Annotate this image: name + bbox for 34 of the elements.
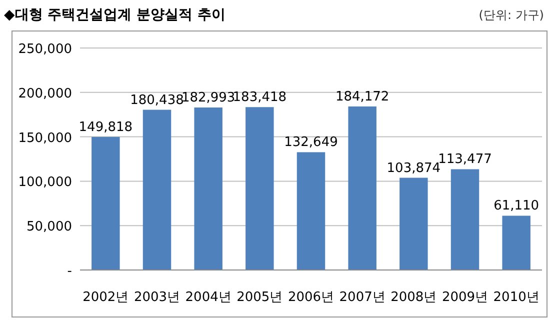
- chart-title: ◆대형 주택건설업계 분양실적 추이: [4, 7, 226, 23]
- bar: [450, 169, 480, 270]
- y-tick-label: 100,000: [18, 175, 72, 190]
- bar: [194, 108, 222, 270]
- y-tick-label: 150,000: [18, 130, 72, 146]
- data-label: 132,649: [284, 135, 338, 150]
- data-label: 61,110: [494, 198, 540, 214]
- x-tick-label: 2006년: [288, 290, 334, 305]
- data-label: 149,818: [78, 120, 133, 135]
- data-label: 180,438: [130, 92, 184, 108]
- x-tick-label: 2009년: [442, 290, 488, 305]
- data-label: 184,172: [335, 89, 390, 104]
- data-label: 103,874: [386, 160, 441, 176]
- x-tick-label: 2004년: [185, 290, 232, 305]
- bar: [400, 178, 428, 270]
- bar: [142, 110, 172, 270]
- x-tick-label: 2007년: [339, 290, 386, 305]
- data-label: 183,418: [232, 90, 287, 106]
- x-tick-label: 2005년: [236, 290, 283, 305]
- text: (단위: 가구): [478, 8, 544, 22]
- y-tick-label: 250,000: [18, 42, 72, 57]
- bar: [246, 107, 274, 270]
- x-tick-label: 2010년: [493, 290, 540, 305]
- bar: [296, 152, 326, 270]
- bar: [502, 216, 530, 270]
- y-tick-label: 50,000: [26, 220, 72, 235]
- bar: [348, 106, 376, 270]
- data-label: 113,477: [438, 152, 492, 168]
- y-tick-label: 200,000: [18, 86, 72, 102]
- x-tick-label: 2002년: [82, 290, 129, 305]
- x-tick-label: 2008년: [390, 290, 437, 305]
- x-tick-label: 2003년: [134, 290, 180, 305]
- y-tick-label: -: [67, 264, 72, 279]
- bar: [92, 136, 120, 270]
